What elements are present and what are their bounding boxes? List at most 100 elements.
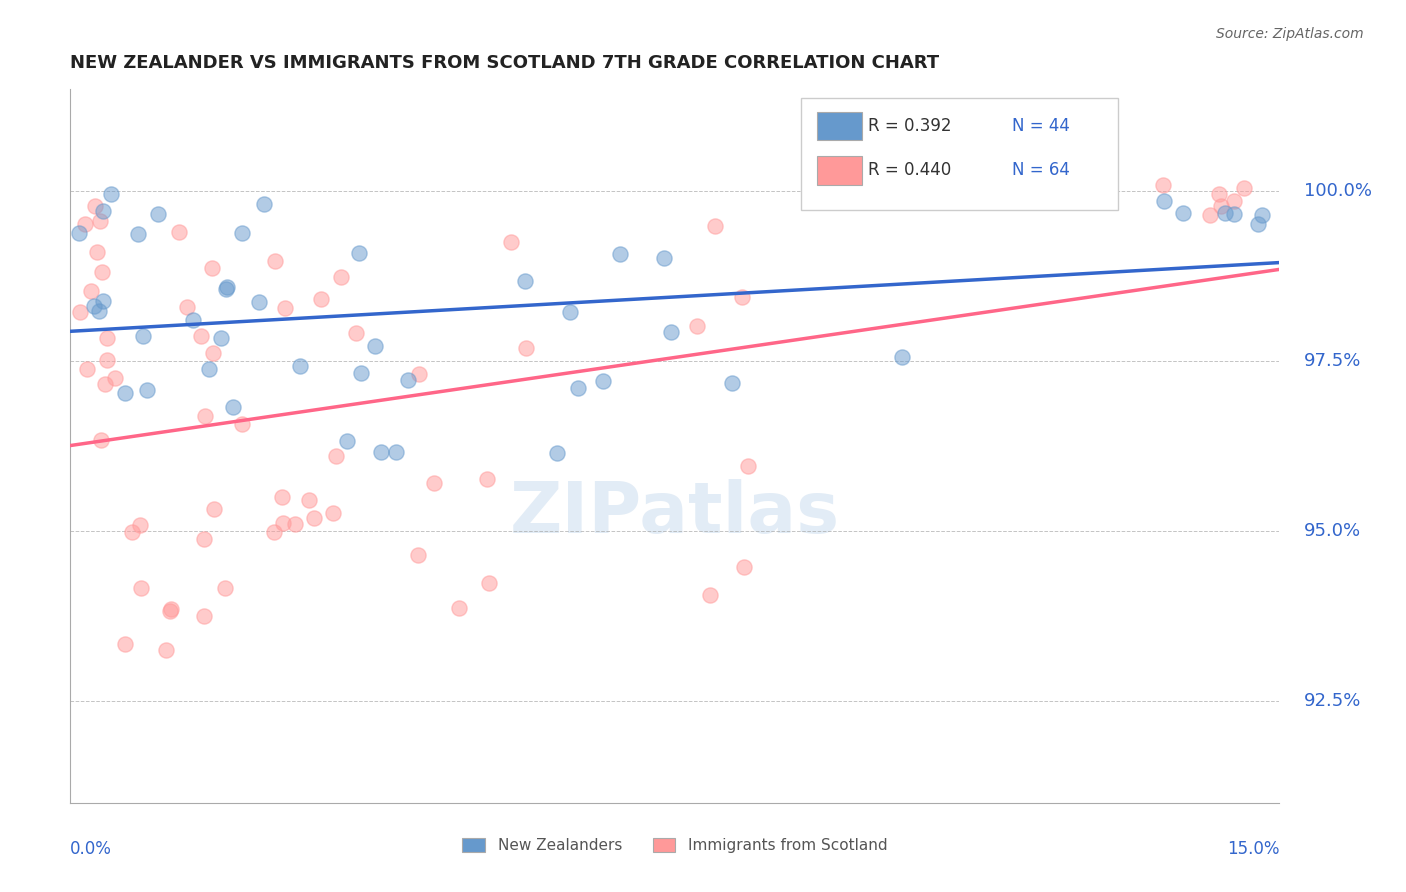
Point	[325, 449, 347, 463]
Point	[69, 304, 91, 318]
Point	[270, 490, 292, 504]
Point	[67, 226, 90, 240]
Point	[322, 506, 344, 520]
Point	[90, 433, 112, 447]
Point	[396, 373, 419, 387]
Point	[720, 376, 742, 391]
Point	[1171, 206, 1194, 220]
Point	[406, 548, 429, 562]
Text: 0.0%: 0.0%	[70, 840, 112, 858]
Text: 95.0%: 95.0%	[1303, 522, 1361, 540]
Point	[231, 417, 253, 432]
Point	[114, 637, 136, 651]
Point	[284, 517, 307, 532]
Text: NEW ZEALANDER VS IMMIGRANTS FROM SCOTLAND 7TH GRADE CORRELATION CHART: NEW ZEALANDER VS IMMIGRANTS FROM SCOTLAN…	[70, 54, 939, 72]
Point	[1222, 194, 1244, 209]
Text: N = 44: N = 44	[1012, 117, 1070, 135]
Point	[515, 341, 537, 355]
Point	[330, 270, 353, 285]
Point	[90, 265, 112, 279]
Point	[127, 227, 149, 241]
Point	[128, 517, 150, 532]
Point	[350, 366, 373, 380]
Point	[1246, 217, 1268, 231]
Point	[222, 400, 245, 414]
Point	[87, 303, 110, 318]
Point	[89, 213, 111, 227]
Point	[194, 409, 217, 423]
Point	[1152, 178, 1174, 193]
Point	[91, 294, 114, 309]
Point	[703, 219, 725, 234]
Point	[167, 225, 190, 239]
Point	[501, 235, 523, 249]
Point	[83, 299, 105, 313]
Text: ZIPatlas: ZIPatlas	[510, 480, 839, 549]
Point	[423, 476, 446, 491]
Point	[311, 292, 333, 306]
Point	[731, 290, 754, 304]
Text: 15.0%: 15.0%	[1227, 840, 1279, 858]
Point	[336, 434, 359, 449]
Point	[214, 581, 236, 595]
Text: 92.5%: 92.5%	[1303, 692, 1361, 710]
Point	[198, 362, 221, 376]
Point	[408, 367, 430, 381]
Point	[193, 533, 215, 547]
Point	[652, 252, 675, 266]
Point	[659, 326, 682, 340]
Point	[271, 516, 294, 530]
Point	[344, 326, 367, 340]
Point	[176, 301, 198, 315]
Point	[263, 254, 285, 268]
Point	[190, 329, 212, 343]
Point	[215, 280, 238, 294]
Point	[560, 304, 582, 318]
Legend: New Zealanders, Immigrants from Scotland: New Zealanders, Immigrants from Scotland	[457, 832, 893, 859]
Point	[737, 459, 759, 474]
Point	[209, 331, 232, 345]
Point	[135, 383, 157, 397]
Text: 97.5%: 97.5%	[1303, 352, 1361, 370]
Point	[100, 187, 122, 202]
Point	[699, 588, 721, 602]
Point	[114, 386, 136, 401]
Point	[298, 492, 321, 507]
Text: 100.0%: 100.0%	[1303, 182, 1372, 200]
Point	[364, 339, 387, 353]
Point	[273, 301, 295, 315]
Point	[1251, 208, 1274, 222]
Point	[370, 445, 392, 459]
Point	[1199, 209, 1222, 223]
Point	[733, 560, 755, 574]
Point	[247, 294, 270, 309]
Point	[104, 370, 127, 384]
Point	[253, 197, 276, 211]
Point	[263, 525, 285, 540]
Text: R = 0.440: R = 0.440	[868, 161, 950, 179]
Text: R = 0.392: R = 0.392	[868, 117, 950, 135]
Point	[1223, 207, 1246, 221]
Point	[1233, 181, 1256, 195]
Point	[201, 260, 224, 275]
Point	[202, 501, 225, 516]
Point	[79, 285, 101, 299]
Point	[1208, 186, 1230, 201]
Point	[215, 282, 238, 296]
Point	[131, 581, 153, 595]
Point	[302, 510, 325, 524]
Point	[73, 217, 96, 231]
Point	[592, 374, 614, 388]
Point	[193, 608, 215, 623]
Point	[93, 376, 115, 391]
Point	[131, 328, 153, 343]
Point	[349, 245, 371, 260]
Point	[567, 381, 589, 395]
Point	[546, 446, 568, 460]
Point	[290, 359, 312, 373]
Point	[478, 576, 501, 591]
Point	[686, 318, 709, 333]
Text: Source: ZipAtlas.com: Source: ZipAtlas.com	[1216, 27, 1364, 41]
Text: N = 64: N = 64	[1012, 161, 1070, 179]
Point	[202, 346, 225, 360]
